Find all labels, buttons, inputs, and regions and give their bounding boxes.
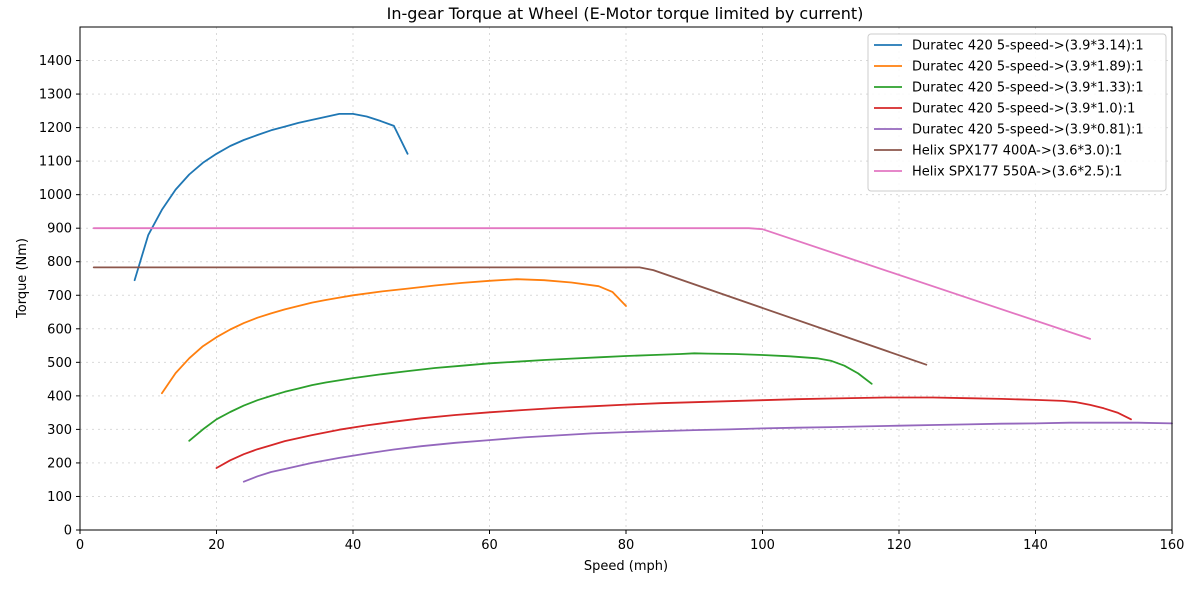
grid: [79, 27, 1173, 531]
y-tick-label: 900: [47, 222, 72, 237]
y-tick-label: 1000: [39, 188, 72, 203]
x-tick-label: 40: [345, 538, 362, 553]
series-lines: [92, 113, 1173, 483]
x-tick-label: 80: [618, 538, 635, 553]
y-tick-label: 1200: [39, 121, 72, 136]
legend-label: Duratec 420 5-speed->(3.9*0.81):1: [912, 123, 1144, 138]
series-line-2: [161, 278, 627, 395]
y-tick-label: 100: [47, 490, 72, 505]
series-line-7: [92, 227, 1091, 340]
series-line-3: [188, 352, 873, 442]
series-line-6: [92, 266, 928, 366]
y-tick-label: 1100: [39, 155, 72, 170]
y-tick-label: 600: [47, 322, 72, 337]
legend-label: Duratec 420 5-speed->(3.9*1.33):1: [912, 81, 1144, 96]
y-tick-label: 700: [47, 289, 72, 304]
x-tick-label: 120: [887, 538, 912, 553]
legend-label: Helix SPX177 550A->(3.6*2.5):1: [912, 165, 1122, 180]
legend-label: Helix SPX177 400A->(3.6*3.0):1: [912, 144, 1122, 159]
y-tick-label: 200: [47, 456, 72, 471]
legend: Duratec 420 5-speed->(3.9*3.14):1 Duratec…: [867, 33, 1167, 192]
series-line-4: [215, 396, 1132, 469]
x-tick-label: 100: [750, 538, 775, 553]
legend-label: Duratec 420 5-speed->(3.9*3.14):1: [912, 39, 1144, 54]
x-tick-label: 60: [481, 538, 498, 553]
y-tick-label: 500: [47, 356, 72, 371]
y-tick-label: 0: [64, 524, 72, 539]
legend-label: Duratec 420 5-speed->(3.9*1.0):1: [912, 102, 1135, 117]
x-tick-label: 140: [1023, 538, 1048, 553]
y-tick-label: 1300: [39, 88, 72, 103]
series-line-1: [133, 113, 409, 282]
legend-box: [867, 33, 1167, 192]
y-tick-label: 300: [47, 423, 72, 438]
y-tick-label: 400: [47, 389, 72, 404]
y-tick-label: 800: [47, 255, 72, 270]
x-tick-label: 160: [1160, 538, 1185, 553]
x-axis-ticks: 0 20 40 60 80 100 120 140 160: [76, 530, 1185, 553]
chart-title: In-gear Torque at Wheel (E-Motor torque …: [387, 4, 864, 23]
x-tick-label: 20: [208, 538, 225, 553]
x-tick-label: 0: [76, 538, 84, 553]
legend-label: Duratec 420 5-speed->(3.9*1.89):1: [912, 60, 1144, 75]
y-tick-label: 1400: [39, 54, 72, 69]
x-axis-label: Speed (mph): [584, 559, 668, 574]
y-axis-ticks: 0 100 200 300 400 500 600 700 800 900 1000 1100 1200…: [39, 54, 80, 539]
series-line-5: [242, 421, 1173, 483]
y-axis-label: Torque (Nm): [15, 238, 30, 319]
